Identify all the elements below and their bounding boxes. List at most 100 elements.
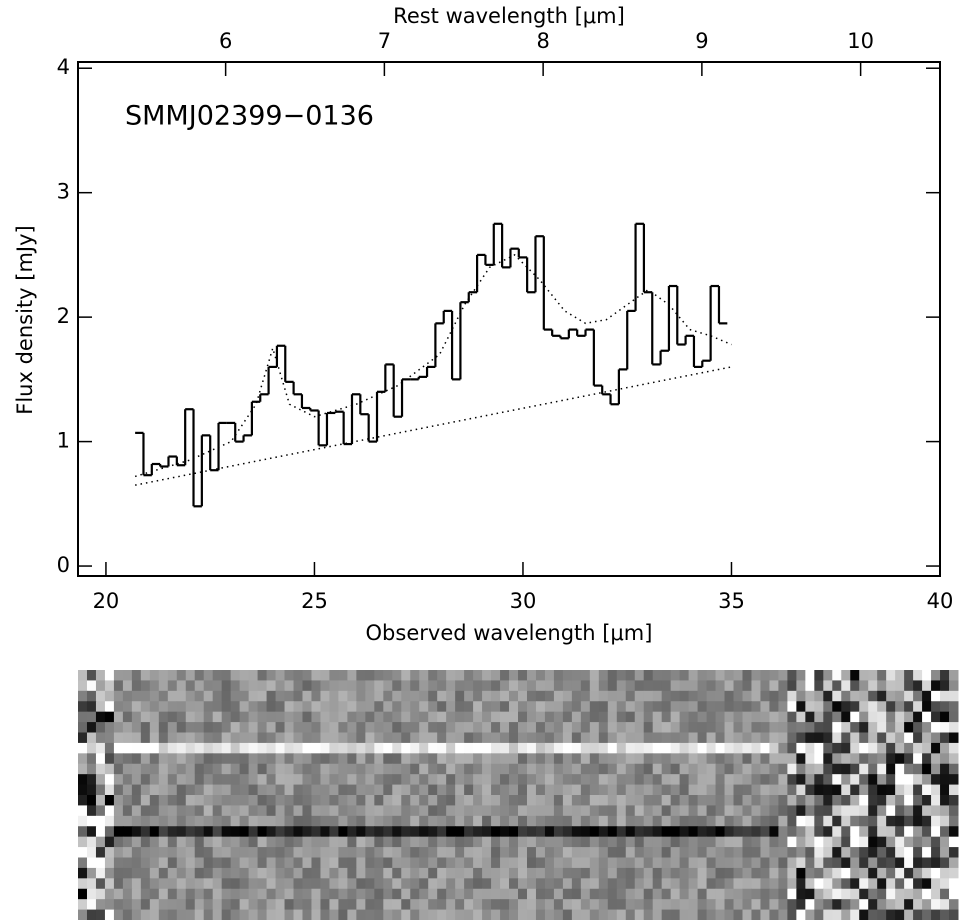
image-pixel (553, 867, 564, 879)
image-pixel (131, 836, 142, 848)
image-pixel (500, 836, 510, 848)
image-pixel (158, 670, 169, 681)
image-pixel (356, 711, 366, 723)
image-pixel (266, 826, 277, 838)
image-pixel (850, 722, 860, 733)
image-pixel (392, 805, 402, 817)
image-pixel (634, 763, 645, 775)
image-pixel (553, 763, 564, 775)
image-pixel (841, 847, 851, 858)
image-pixel (338, 888, 348, 900)
image-pixel (464, 805, 474, 817)
image-pixel (365, 867, 375, 879)
image-pixel (446, 774, 456, 786)
image-pixel (419, 826, 429, 838)
image-pixel (715, 815, 726, 827)
image-pixel (257, 847, 268, 858)
image-pixel (832, 722, 842, 733)
image-pixel (832, 899, 842, 911)
image-pixel (203, 836, 214, 848)
image-pixel (140, 711, 151, 723)
image-pixel (248, 826, 259, 838)
image-pixel (904, 732, 914, 744)
image-pixel (518, 722, 528, 733)
image-pixel (877, 805, 887, 817)
image-pixel (248, 888, 259, 900)
image-pixel (634, 742, 645, 754)
image-pixel (607, 701, 618, 713)
image-pixel (257, 732, 268, 744)
image-pixel (751, 867, 761, 879)
image-pixel (131, 742, 142, 754)
image-pixel (176, 805, 187, 817)
image-pixel (167, 732, 178, 744)
image-pixel (446, 857, 456, 869)
image-pixel (293, 774, 303, 786)
image-pixel (724, 742, 735, 754)
image-pixel (131, 847, 142, 858)
image-pixel (167, 670, 178, 681)
image-pixel (365, 899, 375, 911)
image-pixel (625, 711, 636, 723)
image-pixel (419, 867, 429, 879)
image-pixel (275, 826, 286, 838)
image-pixel (311, 826, 321, 838)
image-pixel (221, 878, 232, 890)
image-pixel (401, 826, 411, 838)
image-pixel (401, 690, 411, 702)
image-pixel (78, 680, 88, 692)
image-pixel (266, 878, 277, 890)
image-pixel (913, 742, 923, 754)
image-pixel (544, 888, 555, 900)
image-pixel (212, 857, 223, 869)
image-pixel (185, 680, 196, 692)
image-pixel (491, 711, 501, 723)
image-pixel (823, 711, 833, 723)
image-pixel (437, 670, 447, 681)
image-pixel (904, 670, 914, 681)
image-pixel (562, 867, 573, 879)
image-pixel (634, 711, 645, 723)
image-pixel (158, 867, 169, 879)
image-pixel (697, 899, 708, 911)
image-pixel (347, 774, 357, 786)
image-pixel (320, 763, 330, 775)
image-pixel (616, 722, 627, 733)
image-pixel (652, 795, 663, 806)
image-pixel (913, 805, 923, 817)
image-pixel (158, 795, 169, 806)
image-pixel (859, 899, 869, 911)
image-pixel (589, 795, 600, 806)
image-pixel (86, 774, 97, 786)
image-pixel (526, 722, 537, 733)
image-pixel (544, 690, 555, 702)
image-pixel (302, 888, 312, 900)
image-pixel (383, 795, 393, 806)
image-pixel (464, 753, 474, 765)
image-pixel (616, 888, 627, 900)
image-pixel (787, 857, 797, 869)
image-pixel (338, 909, 348, 921)
image-pixel (167, 753, 178, 765)
image-pixel (850, 867, 860, 879)
image-pixel (724, 836, 735, 848)
image-pixel (949, 670, 959, 681)
image-pixel (320, 795, 330, 806)
image-pixel (688, 805, 699, 817)
image-pixel (778, 774, 788, 786)
image-pixel (86, 722, 97, 733)
image-pixel (841, 753, 851, 765)
image-pixel (113, 867, 124, 879)
image-pixel (455, 742, 465, 754)
image-pixel (509, 732, 519, 744)
image-pixel (715, 899, 726, 911)
image-pixel (949, 857, 959, 869)
image-pixel (733, 722, 743, 733)
image-pixel (293, 826, 303, 838)
image-pixel (410, 774, 420, 786)
image-pixel (104, 795, 115, 806)
image-pixel (230, 680, 241, 692)
image-pixel (428, 722, 438, 733)
image-pixel (850, 732, 860, 744)
image-pixel (850, 742, 860, 754)
